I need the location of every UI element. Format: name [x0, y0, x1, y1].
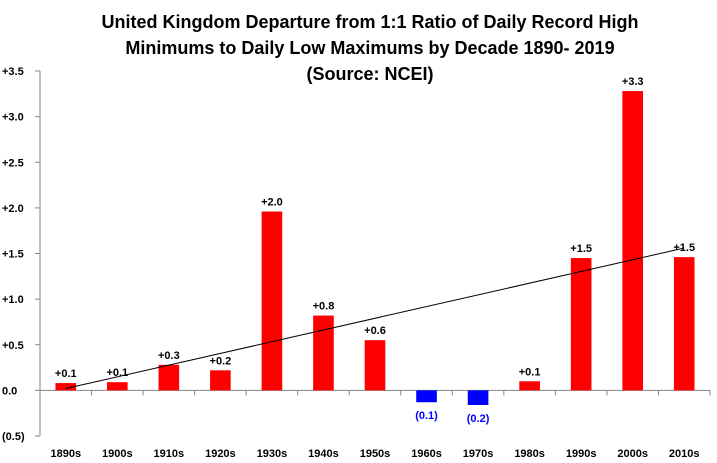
x-tick-label-1950s: 1950s	[360, 448, 391, 460]
x-tick-label-1960s: 1960s	[411, 448, 442, 460]
bar-1910s	[158, 364, 180, 391]
trendline	[65, 247, 685, 390]
chart-title-line-3: (Source: NCEI)	[306, 64, 433, 84]
data-label-1990s: +1.5	[570, 243, 592, 255]
data-label-1970s: (0.2)	[467, 413, 490, 425]
y-tick-label: +1.0	[2, 294, 24, 306]
x-tick-label-1930s: 1930s	[257, 448, 288, 460]
data-label-1920s: +0.2	[210, 355, 232, 367]
y-tick-label: +3.5	[2, 66, 24, 78]
bar-1930s	[261, 211, 283, 391]
bar-1920s	[210, 370, 231, 391]
x-tick-label-2000s: 2000s	[617, 448, 648, 460]
x-tick-label-1920s: 1920s	[205, 448, 236, 460]
plot-area: (0.5) 0.0 +0.5 +1.0 +1.5 +2.0 +2.5 +3.0 +3.5 +0.1…	[2, 66, 711, 460]
bar-1960s	[416, 390, 437, 403]
data-label-1950s: +0.6	[364, 325, 386, 337]
bar-2000s	[622, 91, 643, 391]
x-tick-label-2010s: 2010s	[669, 448, 700, 460]
data-label-1980s: +0.1	[519, 366, 541, 378]
y-tick-label: +0.5	[2, 340, 24, 352]
bar-1990s	[570, 258, 592, 391]
x-tick-label-1980s: 1980s	[514, 448, 545, 460]
bar-1970s	[467, 390, 489, 405]
bar-1890s	[55, 383, 77, 391]
bar-1980s	[519, 381, 540, 391]
data-label-1960s: (0.1)	[415, 410, 438, 422]
chart-title-line-1: United Kingdom Departure from 1:1 Ratio …	[101, 12, 638, 32]
data-label-1910s: +0.3	[158, 350, 180, 362]
data-label-1940s: +0.8	[313, 301, 335, 313]
data-label-2000s: +3.3	[622, 76, 644, 88]
x-tick-label-1890s: 1890s	[50, 448, 81, 460]
data-label-1930s: +2.0	[261, 197, 283, 209]
y-tick-label: 0.0	[2, 385, 17, 397]
data-label-1900s: +0.1	[106, 367, 128, 379]
bar-1950s	[364, 340, 386, 391]
x-tick-label-1990s: 1990s	[566, 448, 597, 460]
x-tick-label-1910s: 1910s	[154, 448, 185, 460]
bar-1940s	[313, 315, 334, 391]
y-tick-label: (0.5)	[2, 431, 25, 443]
data-label-1890s: +0.1	[55, 368, 77, 380]
y-tick-label: +2.0	[2, 203, 24, 215]
y-tick-label: +2.5	[2, 157, 24, 169]
chart-title-line-2: Minimums to Daily Low Maximums by Decade…	[125, 38, 614, 58]
x-tick-label-1900s: 1900s	[102, 448, 133, 460]
x-tick-label-1940s: 1940s	[308, 448, 339, 460]
x-tick-label-1970s: 1970s	[463, 448, 494, 460]
y-tick-label: +1.5	[2, 249, 24, 261]
bar-2010s	[673, 257, 695, 391]
bar-1900s	[107, 382, 128, 391]
y-tick-label: +3.0	[2, 112, 24, 124]
